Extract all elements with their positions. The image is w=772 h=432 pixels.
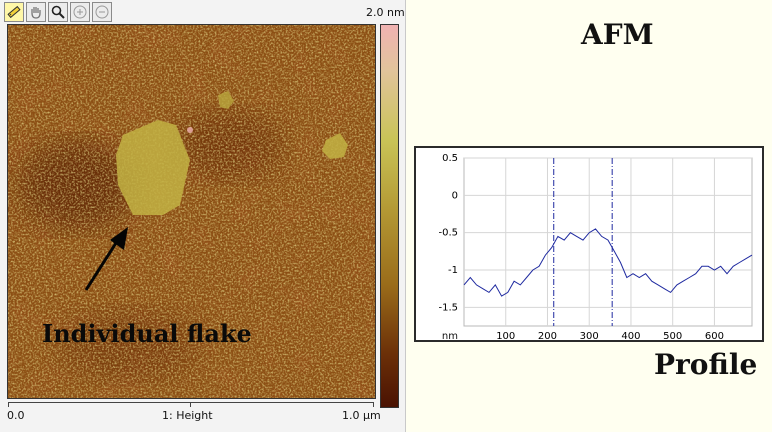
profile-chart: 0.5 0 -0.5 -1 -1.5 100 200 300 400 500 600 nm (414, 146, 764, 342)
y-tick-label: -0.5 (438, 228, 458, 239)
axis-tick-end (373, 402, 374, 407)
height-colorbar (380, 24, 399, 408)
image-toolbar (4, 2, 112, 24)
afm-height-image[interactable]: Individual flake (7, 24, 376, 399)
afm-title: AFM (581, 18, 654, 51)
colorbar-max-label: 2.0 nm (366, 6, 405, 19)
zoom-in-icon (73, 5, 87, 19)
flake-main (116, 120, 190, 215)
y-tick-label: -1.5 (438, 302, 458, 313)
x-tick-label: 100 (496, 331, 515, 340)
y-tick-label: -1 (448, 265, 458, 276)
profile-plot: 0.5 0 -0.5 -1 -1.5 100 200 300 400 500 600 nm (438, 153, 753, 342)
x-tick-label: 400 (621, 331, 640, 340)
axis-tick-mid (190, 402, 191, 407)
zoom-out-button[interactable] (92, 2, 112, 22)
zoom-icon (51, 5, 65, 19)
flake-small-1 (322, 133, 348, 159)
plot-area (463, 157, 753, 327)
channel-label: 1: Height (162, 409, 213, 422)
x-tick-label: 300 (580, 331, 599, 340)
y-tick-label: 0.5 (442, 153, 458, 164)
zoom-in-button[interactable] (70, 2, 90, 22)
x-tick-label: 500 (663, 331, 682, 340)
ruler-tool-button[interactable] (4, 2, 24, 22)
x-tick-label: 200 (538, 331, 557, 340)
flake-small-2 (218, 91, 234, 109)
profile-title: Profile (654, 348, 758, 381)
y-unit-label: nm (442, 331, 458, 340)
axis-start-label: 0.0 (7, 409, 25, 422)
afm-height-map (8, 25, 375, 398)
flake-annotation: Individual flake (42, 319, 252, 348)
zoom-tool-button[interactable] (48, 2, 68, 22)
ruler-icon (7, 5, 21, 19)
zoom-out-icon (95, 5, 109, 19)
pan-tool-button[interactable] (26, 2, 46, 22)
axis-tick-start (8, 402, 9, 407)
profile-series-line (463, 228, 753, 297)
y-tick-label: 0 (452, 190, 458, 201)
x-tick-label: 600 (705, 331, 724, 340)
afm-viewer-panel: 2.0 nm (0, 0, 406, 432)
pan-hand-icon (31, 7, 41, 19)
axis-end-label: 1.0 µm (342, 409, 381, 422)
